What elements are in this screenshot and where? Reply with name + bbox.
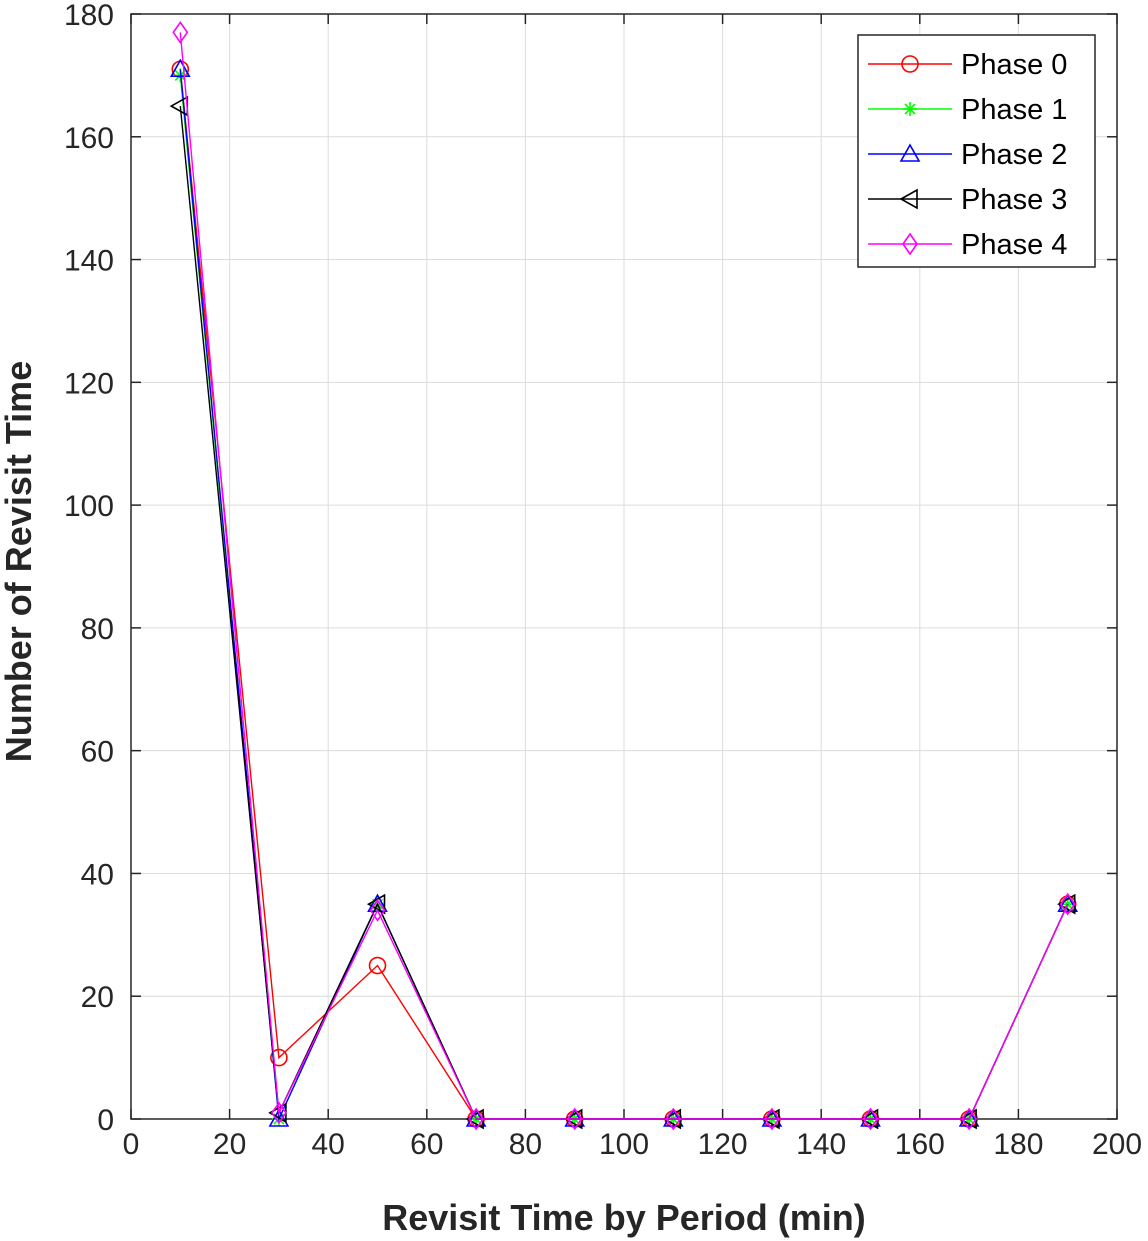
- legend-marker: [899, 188, 918, 210]
- y-tick-label: 160: [64, 122, 114, 155]
- legend-marker: [901, 55, 919, 73]
- data-point-shape: [862, 1107, 879, 1131]
- legend-marker: [902, 232, 918, 256]
- legend-marker: [899, 143, 921, 162]
- legend-item: Phase 2: [868, 139, 1067, 171]
- y-tick-label: 40: [81, 858, 114, 891]
- data-point: [860, 1108, 881, 1127]
- y-tick-label: 0: [97, 1104, 114, 1137]
- data-point: [961, 1107, 978, 1131]
- x-axis-title: Revisit Time by Period (min): [382, 1197, 865, 1238]
- data-point-shape: [368, 956, 387, 975]
- data-point-shape: [268, 1108, 290, 1127]
- data-point-shape: [860, 1108, 881, 1127]
- data-point: [763, 1107, 780, 1131]
- data-point: [761, 1108, 783, 1127]
- x-tick-label: 140: [796, 1128, 846, 1161]
- data-point-shape: [1057, 893, 1079, 912]
- data-point-shape: [564, 1108, 586, 1127]
- series-group: [169, 21, 1079, 1131]
- data-point: [465, 1108, 487, 1127]
- y-tick-label: 80: [81, 613, 114, 646]
- series-4: [172, 21, 1076, 1131]
- data-point: [468, 1107, 485, 1131]
- data-point: [172, 21, 189, 44]
- data-point-shape: [270, 1048, 288, 1067]
- data-point: [369, 898, 386, 922]
- x-tick-label: 100: [599, 1128, 649, 1161]
- legend-marker-shape: [902, 232, 918, 256]
- x-tick-label: 20: [213, 1128, 246, 1161]
- data-point-shape: [961, 1107, 978, 1131]
- x-tick-label: 180: [993, 1128, 1043, 1161]
- data-point: [566, 1107, 583, 1131]
- legend-item: Phase 3: [868, 184, 1067, 216]
- y-tick-label: 100: [64, 490, 114, 523]
- x-tick-label: 60: [410, 1128, 443, 1161]
- data-point-shape: [172, 21, 189, 44]
- data-point-shape: [468, 1107, 485, 1131]
- grid: [131, 14, 1117, 1119]
- data-point: [1057, 893, 1079, 912]
- data-point: [366, 893, 386, 915]
- legend-marker-shape: [899, 188, 918, 210]
- data-point: [169, 58, 191, 78]
- data-point: [368, 956, 387, 975]
- y-tick-label: 20: [81, 981, 114, 1014]
- x-tick-label: 80: [509, 1128, 542, 1161]
- data-point-shape: [665, 1107, 682, 1131]
- data-point-shape: [270, 1101, 287, 1125]
- y-tick-label: 140: [64, 245, 114, 278]
- data-point: [1059, 892, 1076, 916]
- x-tick-label: 120: [698, 1128, 748, 1161]
- data-point: [665, 1107, 682, 1131]
- legend-label: Phase 4: [961, 229, 1067, 261]
- legend: Phase 0 Phase 1 Phase 2 Phase 3 Phase 4: [857, 34, 1096, 268]
- legend-box: [857, 34, 1096, 268]
- data-point-shape: [366, 893, 386, 915]
- legend-item: Phase 4: [868, 229, 1067, 261]
- data-point-shape: [465, 1108, 487, 1127]
- data-point: [268, 1108, 290, 1127]
- y-tick-label: 120: [64, 367, 114, 400]
- data-point: [958, 1108, 980, 1127]
- data-point-shape: [761, 1108, 783, 1127]
- legend-marker-shape: [904, 103, 916, 115]
- y-axis-title: Number of Revisit Time: [0, 361, 39, 762]
- x-tick-label: 160: [895, 1128, 945, 1161]
- x-tick-label: 40: [312, 1128, 345, 1161]
- data-point-shape: [662, 1108, 684, 1127]
- data-point-shape: [1059, 892, 1076, 916]
- legend-marker-shape: [899, 143, 921, 162]
- data-point: [862, 1107, 879, 1131]
- y-tick-label: 180: [64, 0, 114, 32]
- legend-marker-shape: [901, 55, 919, 73]
- data-point-shape: [566, 1107, 583, 1131]
- legend-label: Phase 0: [961, 49, 1067, 81]
- data-point: [270, 1101, 287, 1125]
- data-point-shape: [169, 58, 191, 78]
- legend-label: Phase 2: [961, 139, 1067, 171]
- x-tick-label: 200: [1092, 1128, 1142, 1161]
- axis-ticks: 0 20 40 60 80 100 120 140 160 180 200 0 20 40 60 80 100 1…: [64, 0, 1142, 1161]
- legend-marker: [903, 102, 917, 116]
- data-point: [662, 1108, 684, 1127]
- x-tick-label: 0: [123, 1128, 140, 1161]
- data-point-shape: [958, 1108, 980, 1127]
- data-point: [270, 1048, 288, 1067]
- data-point: [564, 1108, 586, 1127]
- data-point-shape: [763, 1107, 780, 1131]
- data-point-shape: [369, 898, 386, 922]
- series-line: [179, 32, 1069, 1120]
- legend-label: Phase 3: [961, 184, 1067, 216]
- y-tick-label: 60: [81, 736, 114, 769]
- legend-item: Phase 1: [868, 94, 1067, 126]
- legend-item: Phase 0: [868, 49, 1067, 81]
- legend-label: Phase 1: [961, 94, 1067, 126]
